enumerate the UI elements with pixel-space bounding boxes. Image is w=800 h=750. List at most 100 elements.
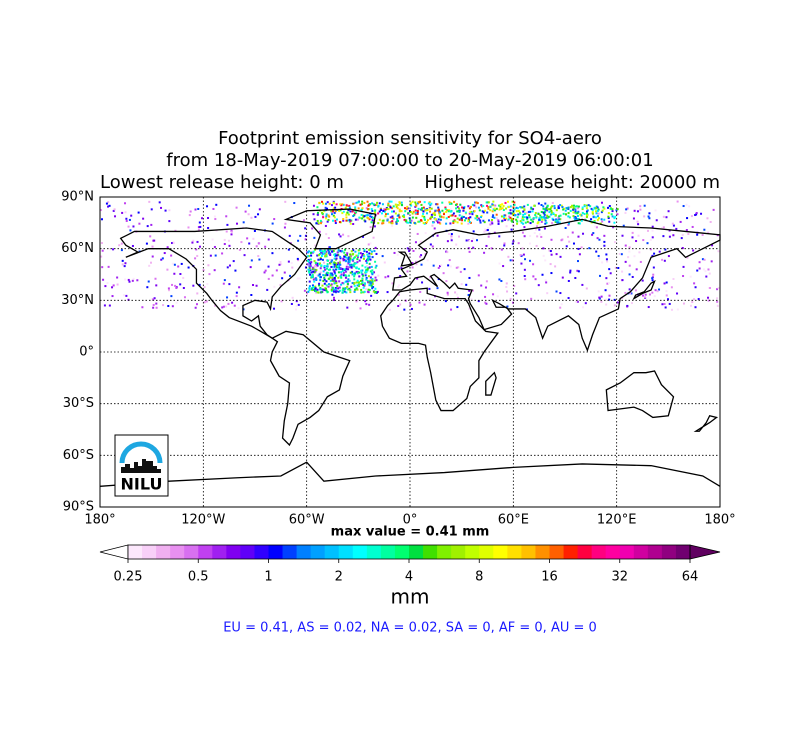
footprint-cell <box>406 205 409 208</box>
footprint-cell <box>596 209 599 212</box>
footprint-cell <box>315 222 318 225</box>
footprint-cell <box>574 276 577 279</box>
footprint-cell <box>598 296 601 299</box>
footprint-cell <box>267 265 270 268</box>
footprint-cell <box>352 264 355 267</box>
footprint-cell <box>263 271 266 274</box>
footprint-cell <box>703 228 706 231</box>
colorbar-segment <box>268 545 283 559</box>
footprint-cell <box>422 206 425 209</box>
footprint-cell <box>254 215 257 218</box>
footprint-cell <box>365 250 368 253</box>
footprint-cell <box>641 279 644 282</box>
footprint-cell <box>382 222 385 225</box>
footprint-cell <box>463 268 466 271</box>
footprint-cell <box>478 209 481 212</box>
colorbar-segment <box>324 545 340 559</box>
footprint-cell <box>476 239 479 242</box>
colorbar-segment <box>647 545 663 559</box>
footprint-cell <box>214 218 217 221</box>
footprint-cell <box>323 282 326 285</box>
footprint-cell <box>183 296 186 299</box>
footprint-cell <box>371 282 374 285</box>
footprint-cell <box>150 223 153 226</box>
footprint-cell <box>505 285 508 288</box>
footprint-cell <box>331 273 334 276</box>
footprint-cell <box>227 239 230 242</box>
footprint-cell <box>420 254 423 257</box>
footprint-cell <box>125 217 128 220</box>
footprint-cell <box>150 298 153 301</box>
footprint-cell <box>597 208 600 211</box>
footprint-cell <box>663 302 666 305</box>
footprint-cell <box>155 284 158 287</box>
footprint-cell <box>363 255 366 258</box>
footprint-cell <box>584 217 587 220</box>
footprint-cell <box>342 271 345 274</box>
footprint-cell <box>596 219 599 222</box>
colorbar-segment <box>605 545 621 559</box>
footprint-cell <box>484 295 487 298</box>
footprint-cell <box>344 254 347 257</box>
footprint-cell <box>628 288 631 291</box>
footprint-cell <box>298 277 301 280</box>
footprint-cell <box>666 298 669 301</box>
footprint-cell <box>146 286 149 289</box>
footprint-cell <box>330 288 333 291</box>
footprint-cell <box>331 276 334 279</box>
footprint-cell <box>498 278 501 281</box>
footprint-cell <box>651 229 654 232</box>
footprint-cell <box>382 209 385 212</box>
footprint-cell <box>648 293 651 296</box>
footprint-cell <box>370 221 373 224</box>
footprint-cell <box>670 286 673 289</box>
footprint-cell <box>340 267 343 270</box>
footprint-cell <box>431 245 434 248</box>
footprint-cell <box>568 219 571 222</box>
footprint-cell <box>344 260 347 263</box>
footprint-cell <box>479 221 482 224</box>
footprint-cell <box>560 204 563 207</box>
footprint-cell <box>537 284 540 287</box>
footprint-cell <box>600 201 603 204</box>
title: Highest release height: 20000 m <box>424 172 720 193</box>
footprint-cell <box>430 202 433 205</box>
footprint-cell <box>361 254 364 257</box>
footprint-cell <box>151 245 154 248</box>
footprint-cell <box>320 251 323 254</box>
footprint-cell <box>711 244 714 247</box>
footprint-cell <box>324 224 327 227</box>
footprint-cell <box>319 271 322 274</box>
footprint-cell <box>342 210 345 213</box>
footprint-cell <box>280 300 283 303</box>
footprint-cell <box>362 214 365 217</box>
footprint-cell <box>333 216 336 219</box>
footprint-cell <box>602 206 605 209</box>
footprint-cell <box>550 206 553 209</box>
footprint-cell <box>662 215 665 218</box>
footprint-cell <box>429 210 432 213</box>
footprint-cell <box>369 276 372 279</box>
footprint-cell <box>335 290 338 293</box>
footprint-cell <box>437 221 440 224</box>
footprint-cell <box>363 215 366 218</box>
footprint-cell <box>433 211 436 214</box>
footprint-cell <box>337 268 340 271</box>
footprint-cell <box>458 218 461 221</box>
footprint-cell <box>613 298 616 301</box>
footprint-cell <box>405 208 408 211</box>
footprint-cell <box>705 275 708 278</box>
footprint-cell <box>171 305 174 308</box>
footprint-cell <box>318 230 321 233</box>
footprint-cell <box>508 215 511 218</box>
footprint-cell <box>511 259 514 262</box>
footprint-cell <box>371 280 374 283</box>
footprint-cell <box>365 214 368 217</box>
footprint-cell <box>446 291 449 294</box>
footprint-cell <box>492 200 495 203</box>
footprint-cell <box>410 210 413 213</box>
footprint-cell <box>381 203 384 206</box>
footprint-cell <box>465 217 468 220</box>
footprint-cell <box>423 222 426 225</box>
footprint-cell <box>467 293 470 296</box>
